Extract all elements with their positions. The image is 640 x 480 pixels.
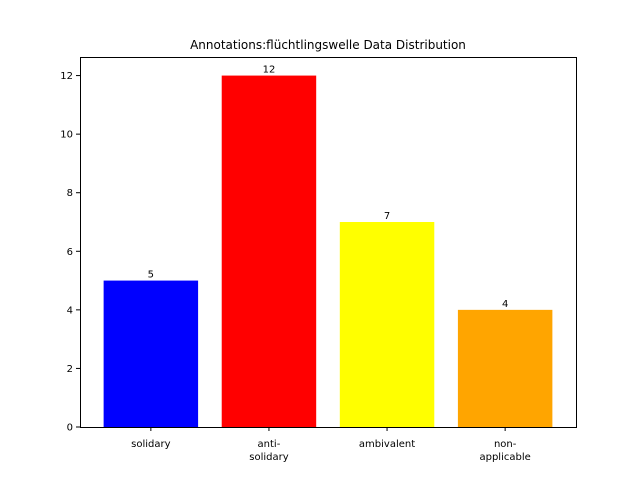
x-tick-label-line: applicable [479, 452, 530, 463]
y-tick-label-4: 8 [67, 188, 73, 199]
x-tick-label-3: non-applicable [479, 439, 530, 463]
x-tick-label-line: non- [494, 439, 517, 450]
y-tick-label-6: 12 [60, 71, 73, 82]
x-tick-label-line: solidary [131, 439, 170, 450]
bar-1 [221, 75, 317, 428]
chart-title: Annotations:flüchtlingswelle Data Distri… [190, 38, 466, 52]
x-tick-label-line: ambivalent [359, 439, 415, 450]
bar-value-label-0: 5 [148, 270, 154, 281]
x-tick-label-2: ambivalent [359, 439, 415, 450]
plot-frame [80, 57, 577, 428]
y-tick-label-0: 0 [67, 423, 73, 434]
bar-value-label-2: 7 [384, 211, 390, 222]
bar-2 [339, 222, 435, 427]
bar-value-label-1: 12 [263, 65, 276, 76]
bar-0 [103, 280, 199, 427]
y-axis: 0 2 4 6 8 10 12 [60, 71, 80, 434]
bars-group: 5 12 7 4 [103, 65, 553, 428]
x-tick-label-line: solidary [249, 452, 288, 463]
y-tick-label-1: 2 [67, 364, 73, 375]
bar-3 [457, 309, 553, 427]
y-tick-label-3: 6 [67, 247, 73, 258]
y-tick-label-5: 10 [60, 130, 73, 141]
x-tick-label-line: anti- [258, 439, 281, 450]
x-tick-label-0: solidary [131, 439, 170, 450]
bar-value-label-3: 4 [502, 299, 508, 310]
y-tick-label-2: 4 [67, 305, 73, 316]
x-tick-label-1: anti-solidary [249, 439, 288, 463]
